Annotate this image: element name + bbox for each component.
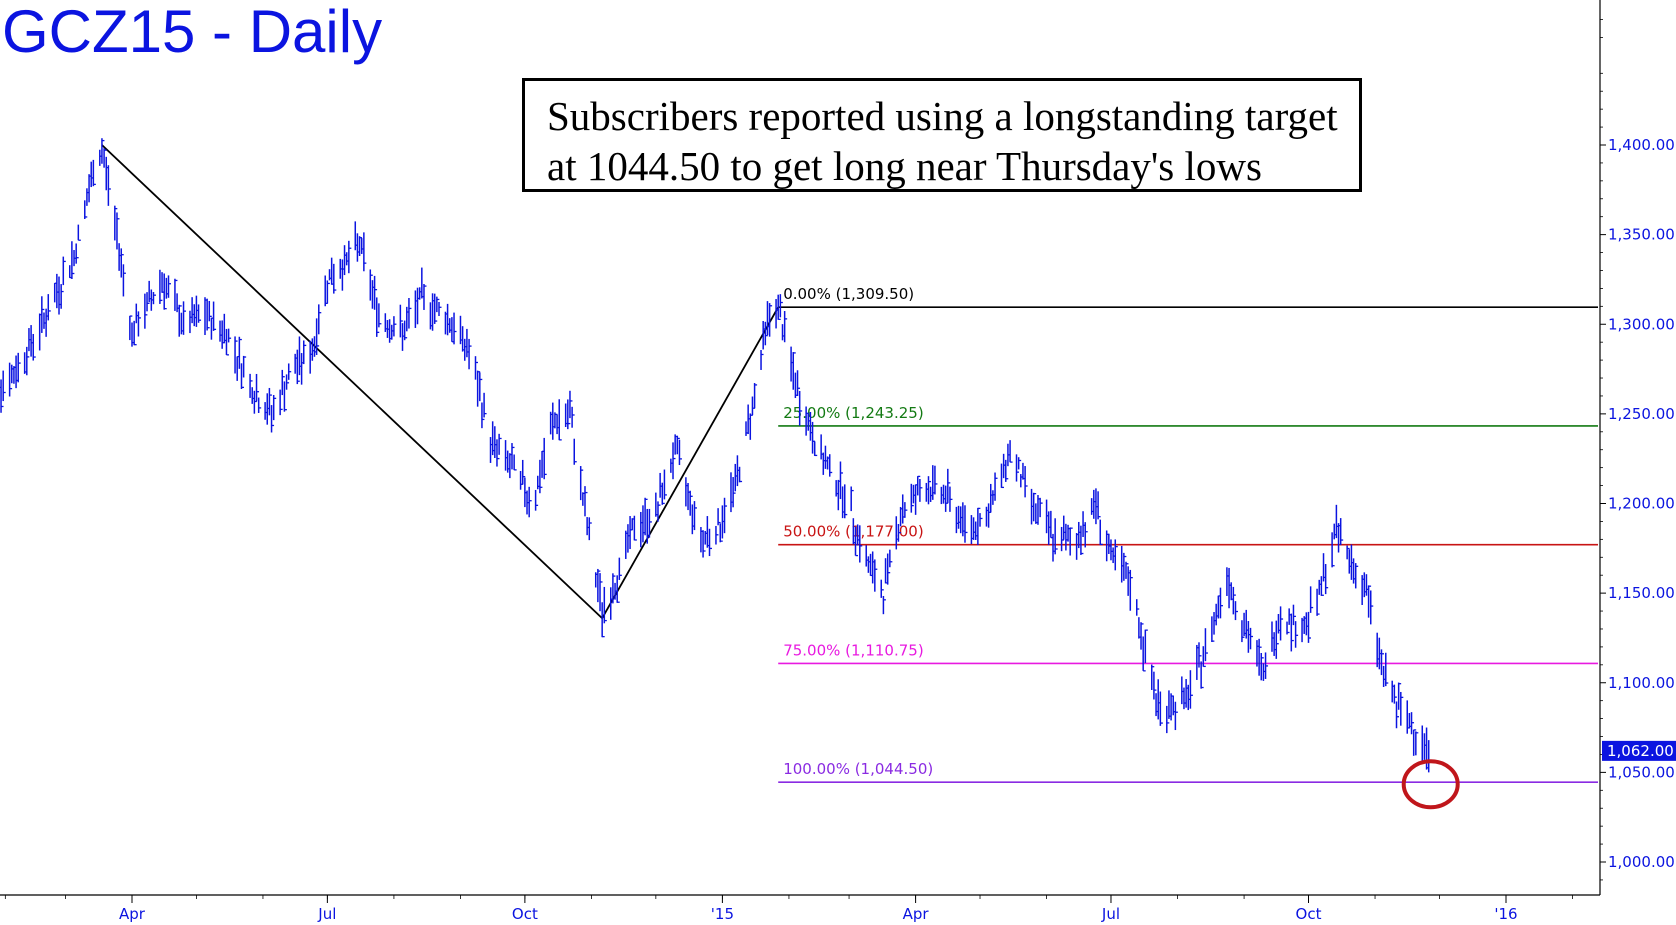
x-tick-label: Oct	[512, 905, 538, 923]
y-tick-label: 1,300.00	[1608, 315, 1675, 333]
x-tick-label: '16	[1494, 905, 1517, 923]
y-tick-label: 1,250.00	[1608, 405, 1675, 423]
y-tick-label: 1,150.00	[1608, 584, 1675, 602]
annotation-line-1: Subscribers reported using a longstandin…	[547, 93, 1338, 139]
last-price-marker	[1602, 740, 1676, 761]
y-tick-label: 1,400.00	[1608, 136, 1675, 154]
x-tick-label: Oct	[1296, 905, 1322, 923]
chart-title: GCZ15 - Daily	[2, 0, 383, 65]
fib-level-label: 0.00% (1,309.50)	[783, 285, 914, 303]
x-tick-label: '15	[711, 905, 734, 923]
trend-line	[101, 144, 603, 619]
last-price-label: 1,062.00	[1607, 742, 1674, 760]
y-tick-label: 1,000.00	[1608, 853, 1675, 871]
trend-line	[601, 306, 779, 619]
x-tick-label: Jul	[1101, 905, 1120, 923]
annotation-box: Subscribers reported using a longstandin…	[522, 78, 1362, 192]
x-tick-label: Jul	[317, 905, 336, 923]
fib-level-label: 75.00% (1,110.75)	[783, 641, 923, 659]
annotation-line-2: at 1044.50 to get long near Thursday's l…	[547, 143, 1262, 189]
fib-level-label: 100.00% (1,044.50)	[783, 760, 933, 778]
fib-level-label: 25.00% (1,243.25)	[783, 404, 923, 422]
y-tick-label: 1,100.00	[1608, 674, 1675, 692]
y-tick-label: 1,050.00	[1608, 763, 1675, 781]
x-tick-label: Apr	[119, 905, 146, 923]
y-tick-label: 1,350.00	[1608, 226, 1675, 244]
highlight-circle	[1401, 759, 1460, 810]
x-tick-label: Apr	[903, 905, 930, 923]
y-tick-label: 1,200.00	[1608, 495, 1675, 513]
